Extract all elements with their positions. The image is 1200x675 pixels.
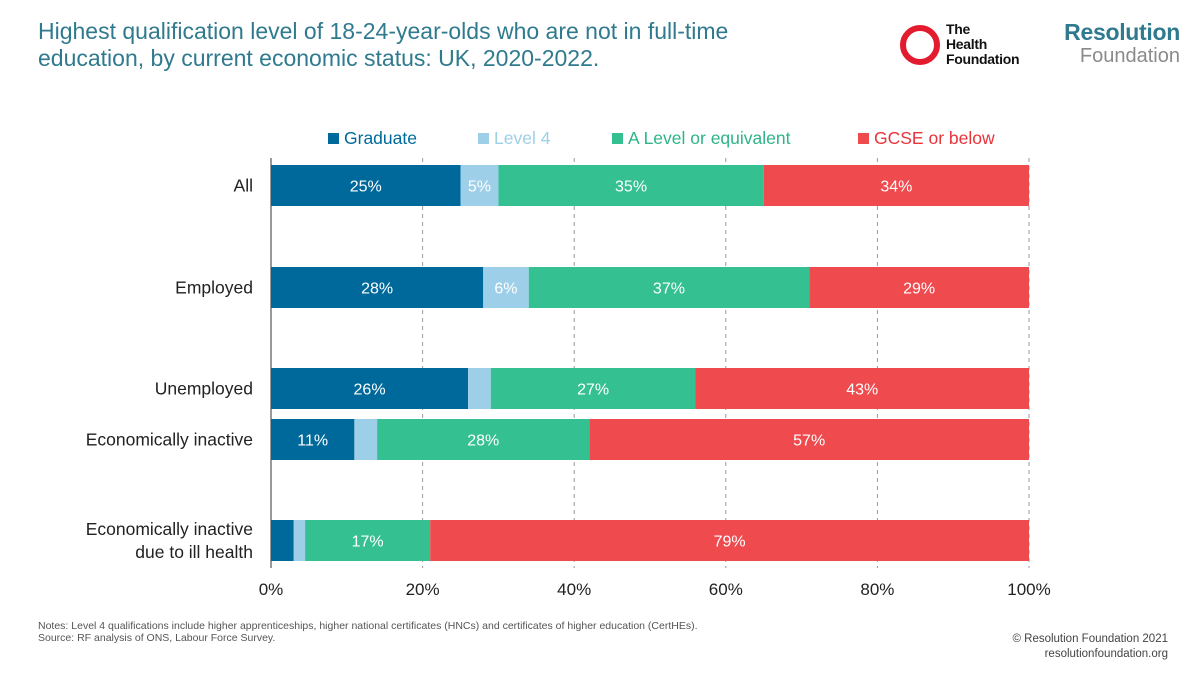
x-tick-label: 60% (709, 580, 743, 599)
category-label: All (234, 176, 253, 196)
bar-segment (271, 419, 355, 460)
category-label: Employed (175, 278, 253, 298)
data-label: 27% (577, 382, 609, 399)
bar-segment (271, 368, 469, 409)
bar-segment (809, 267, 1029, 308)
resolution-foundation-logo: Resolution Foundation (1040, 19, 1180, 68)
x-tick-label: 100% (1007, 580, 1050, 599)
chart-notes: Notes: Level 4 qualifications include hi… (38, 620, 918, 644)
legend-swatch (328, 133, 339, 144)
legend-swatch (858, 133, 869, 144)
bar-segment (490, 368, 696, 409)
data-label: 34% (880, 179, 912, 196)
data-label: 11% (297, 433, 328, 450)
data-label: 28% (467, 433, 499, 450)
bar-segment (271, 520, 294, 561)
data-label: 29% (903, 281, 935, 298)
bar-segment (528, 267, 810, 308)
legend-label: Graduate (344, 128, 417, 148)
legend-swatch (612, 133, 623, 144)
x-tick-label: 40% (557, 580, 591, 599)
chart-title: Highest qualification level of 18-24-yea… (38, 18, 729, 71)
source-line: Source: RF analysis of ONS, Labour Force… (38, 632, 276, 644)
x-tick-label: 0% (259, 580, 284, 599)
data-label: 5% (468, 179, 491, 196)
bar-segment (460, 165, 499, 206)
data-label: 17% (352, 534, 384, 551)
notes-line: Notes: Level 4 qualifications include hi… (38, 620, 698, 632)
bar-segment (271, 165, 461, 206)
x-tick-label: 80% (860, 580, 894, 599)
data-label: 25% (350, 179, 382, 196)
legend-label: GCSE or below (874, 128, 995, 148)
bar-segment (589, 419, 1029, 460)
bar-segment (468, 368, 491, 409)
legend-swatch (478, 133, 489, 144)
bar-segment (763, 165, 1029, 206)
category-label: due to ill health (135, 542, 253, 562)
data-label: 35% (615, 179, 647, 196)
copyright: © Resolution Foundation 2021 (1012, 633, 1168, 645)
category-label: Economically inactive (86, 430, 253, 450)
health-foundation-wordmark: The Health Foundation (946, 21, 1020, 67)
bar-segment (354, 419, 378, 460)
x-tick-label: 20% (406, 580, 440, 599)
legend-label: Level 4 (494, 128, 551, 148)
resolution-foundation-wordmark-line2: Foundation (1079, 45, 1180, 67)
data-label: 6% (494, 281, 517, 298)
data-label: 79% (714, 534, 746, 551)
health-foundation-ring-icon (900, 25, 940, 65)
category-label: Unemployed (155, 379, 253, 399)
resolution-foundation-wordmark-line1: Resolution (1064, 19, 1180, 45)
bar-segment (430, 520, 1029, 561)
bar-segment (305, 520, 431, 561)
data-label: 37% (653, 281, 685, 298)
bar-segment (498, 165, 764, 206)
website: resolutionfoundation.org (1044, 648, 1168, 660)
chart-footer: © Resolution Foundation 2021 resolutionf… (1012, 632, 1168, 662)
legend-label: A Level or equivalent (628, 128, 791, 148)
data-label: 26% (354, 382, 386, 399)
bar-segment (271, 267, 484, 308)
category-label: Economically inactive (86, 519, 253, 539)
data-label: 57% (793, 433, 825, 450)
data-label: 28% (361, 281, 393, 298)
bar-segment (293, 520, 306, 561)
bar-segment (483, 267, 529, 308)
data-label: 43% (846, 382, 878, 399)
bar-segment (377, 419, 590, 460)
bar-segment (695, 368, 1029, 409)
